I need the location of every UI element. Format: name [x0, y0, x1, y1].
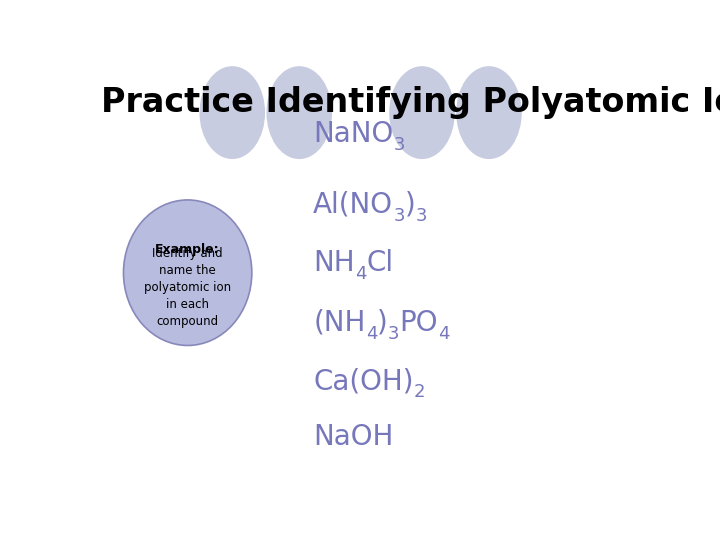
Text: 4: 4: [355, 265, 366, 283]
Text: Ca(OH): Ca(OH): [313, 367, 414, 395]
Text: 3: 3: [388, 325, 400, 343]
Ellipse shape: [267, 67, 331, 158]
Text: (NH: (NH: [313, 309, 366, 337]
Text: Al(NO: Al(NO: [313, 191, 393, 218]
Text: Identify and
name the
polyatomic ion
in each
compound: Identify and name the polyatomic ion in …: [144, 247, 231, 328]
Text: PO: PO: [400, 309, 438, 337]
Text: Example:: Example:: [156, 244, 220, 256]
Ellipse shape: [200, 67, 264, 158]
Text: ): ): [405, 191, 415, 218]
Text: 3: 3: [393, 136, 405, 154]
Text: 3: 3: [415, 207, 427, 225]
Text: 2: 2: [414, 383, 426, 401]
Ellipse shape: [390, 67, 454, 158]
Text: Cl: Cl: [366, 248, 393, 276]
Text: NaNO: NaNO: [313, 120, 393, 148]
Ellipse shape: [124, 200, 252, 346]
Ellipse shape: [457, 67, 521, 158]
Text: NaOH: NaOH: [313, 423, 394, 451]
Text: NH: NH: [313, 248, 355, 276]
Text: ): ): [377, 309, 388, 337]
Text: Practice Identifying Polyatomic Ions: Practice Identifying Polyatomic Ions: [101, 86, 720, 119]
Text: 4: 4: [366, 325, 377, 343]
Text: 3: 3: [393, 207, 405, 225]
Text: 4: 4: [438, 325, 449, 343]
